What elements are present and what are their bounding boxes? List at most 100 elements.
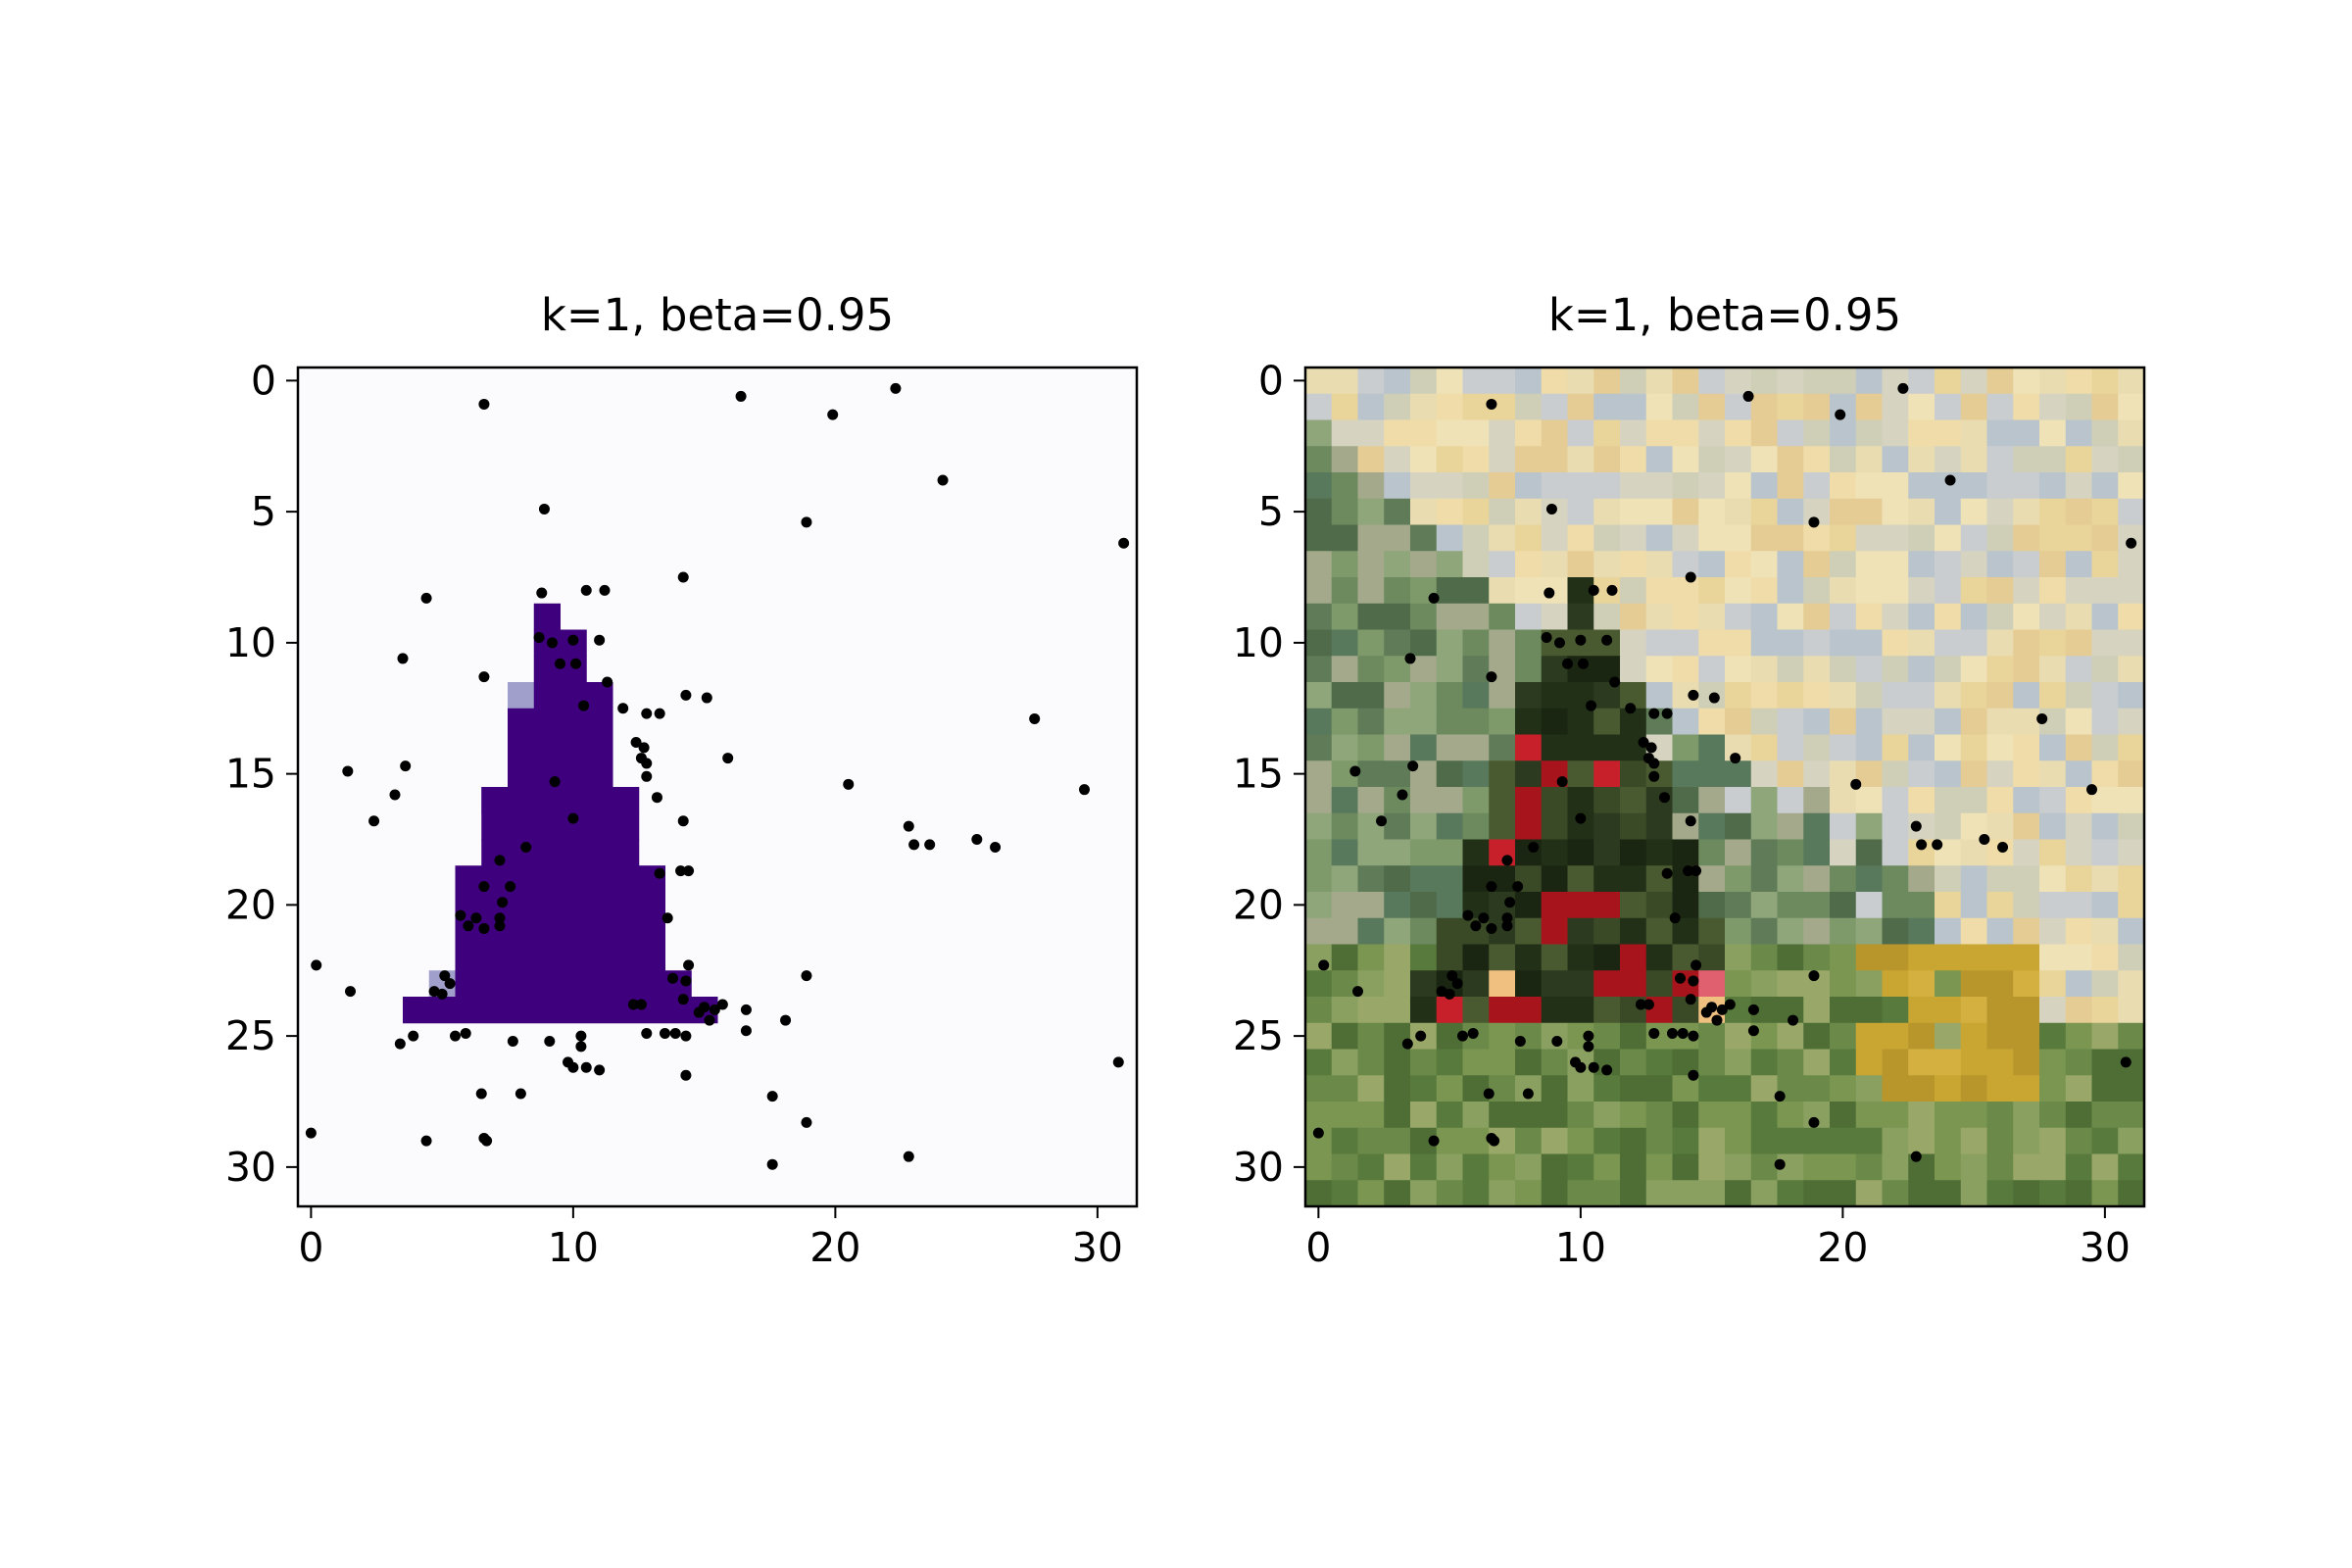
image-pixel — [1357, 839, 1385, 866]
image-pixel — [1986, 917, 2014, 945]
data-point — [1544, 587, 1555, 599]
image-pixel — [1436, 682, 1463, 710]
image-pixel — [1331, 472, 1358, 500]
image-pixel — [1593, 419, 1621, 447]
image-pixel — [1541, 1102, 1568, 1129]
image-pixel — [1986, 682, 2014, 710]
image-pixel — [1672, 656, 1699, 683]
image-pixel — [1882, 997, 1909, 1024]
data-point — [1486, 881, 1497, 893]
image-pixel — [1725, 1022, 1752, 1050]
x-tick-label: 30 — [1072, 1224, 1123, 1271]
image-pixel — [2091, 1180, 2119, 1207]
image-pixel — [1830, 603, 1857, 630]
image-pixel — [2013, 760, 2040, 788]
image-pixel — [1935, 1049, 1962, 1076]
image-pixel — [2118, 839, 2145, 866]
image-pixel — [1305, 839, 1333, 866]
image-pixel — [1357, 472, 1385, 500]
data-point — [617, 703, 629, 714]
image-pixel — [1645, 1153, 1673, 1181]
image-pixel — [2118, 682, 2145, 710]
image-pixel — [1986, 760, 2014, 788]
image-pixel — [1515, 682, 1543, 710]
data-point — [1648, 770, 1660, 782]
data-point — [481, 1135, 493, 1147]
image-pixel — [1935, 892, 1962, 919]
data-point — [1318, 959, 1330, 971]
image-pixel — [1750, 865, 1778, 893]
image-pixel — [1777, 708, 1804, 735]
image-pixel — [2039, 1153, 2067, 1181]
image-pixel — [1593, 1127, 1621, 1154]
image-pixel — [1830, 368, 1857, 395]
image-pixel — [1830, 892, 1857, 919]
image-pixel — [1935, 787, 1962, 814]
image-pixel — [1830, 551, 1857, 578]
image-pixel — [2091, 393, 2119, 420]
data-point — [1774, 1158, 1786, 1170]
image-pixel — [1515, 419, 1543, 447]
image-pixel — [1489, 708, 1516, 735]
image-pixel — [1515, 917, 1543, 945]
image-pixel — [1331, 1102, 1358, 1129]
data-point — [544, 1035, 556, 1047]
image-pixel — [1672, 393, 1699, 420]
y-tick-label: 20 — [1233, 881, 1284, 928]
image-pixel — [1855, 787, 1883, 814]
data-point — [478, 881, 490, 893]
data-point — [1742, 390, 1754, 402]
image-pixel — [2091, 892, 2119, 919]
image-pixel — [1384, 839, 1411, 866]
image-pixel — [1384, 446, 1411, 473]
image-pixel — [2091, 865, 2119, 893]
y-tick-label: 10 — [1233, 619, 1284, 666]
image-pixel — [1698, 760, 1726, 788]
mask-row — [481, 787, 640, 814]
image-pixel — [1777, 1127, 1804, 1154]
mask-row — [481, 812, 640, 840]
data-point — [494, 912, 506, 924]
image-pixel — [2013, 393, 2040, 420]
data-point — [599, 584, 611, 596]
image-pixel — [2118, 1127, 2145, 1154]
image-pixel — [1803, 603, 1831, 630]
image-pixel — [1777, 917, 1804, 945]
image-pixel — [1305, 393, 1333, 420]
image-pixel — [1725, 656, 1752, 683]
data-point — [505, 881, 516, 893]
image-pixel — [1908, 1102, 1936, 1129]
image-pixel — [1410, 1049, 1438, 1076]
image-pixel — [1672, 787, 1699, 814]
image-pixel — [1305, 419, 1333, 447]
image-pixel — [1960, 1153, 1987, 1181]
image-pixel — [1908, 472, 1936, 500]
data-point — [937, 474, 949, 486]
image-pixel — [1777, 892, 1804, 919]
image-pixel — [1462, 734, 1490, 761]
image-pixel — [1436, 812, 1463, 840]
x-tick-label: 10 — [548, 1224, 599, 1271]
data-point — [420, 1135, 432, 1147]
data-point — [578, 700, 590, 711]
image-pixel — [1725, 577, 1752, 605]
image-pixel — [1986, 1102, 2014, 1129]
image-pixel — [1908, 997, 1936, 1024]
image-pixel — [1489, 1153, 1516, 1181]
image-pixel — [1357, 787, 1385, 814]
image-pixel — [2039, 498, 2067, 525]
axes-frame — [296, 366, 1139, 1208]
image-pixel — [2118, 708, 2145, 735]
data-point — [1675, 972, 1687, 984]
image-pixel — [1515, 1102, 1543, 1129]
image-pixel — [1882, 839, 1909, 866]
image-pixel — [1305, 812, 1333, 840]
image-pixel — [1357, 917, 1385, 945]
data-point — [536, 587, 548, 599]
data-point — [580, 1061, 592, 1073]
image-pixel — [1357, 419, 1385, 447]
data-point — [1730, 753, 1741, 764]
image-pixel — [1384, 997, 1411, 1024]
image-pixel — [2091, 368, 2119, 395]
image-pixel — [1960, 1075, 1987, 1102]
